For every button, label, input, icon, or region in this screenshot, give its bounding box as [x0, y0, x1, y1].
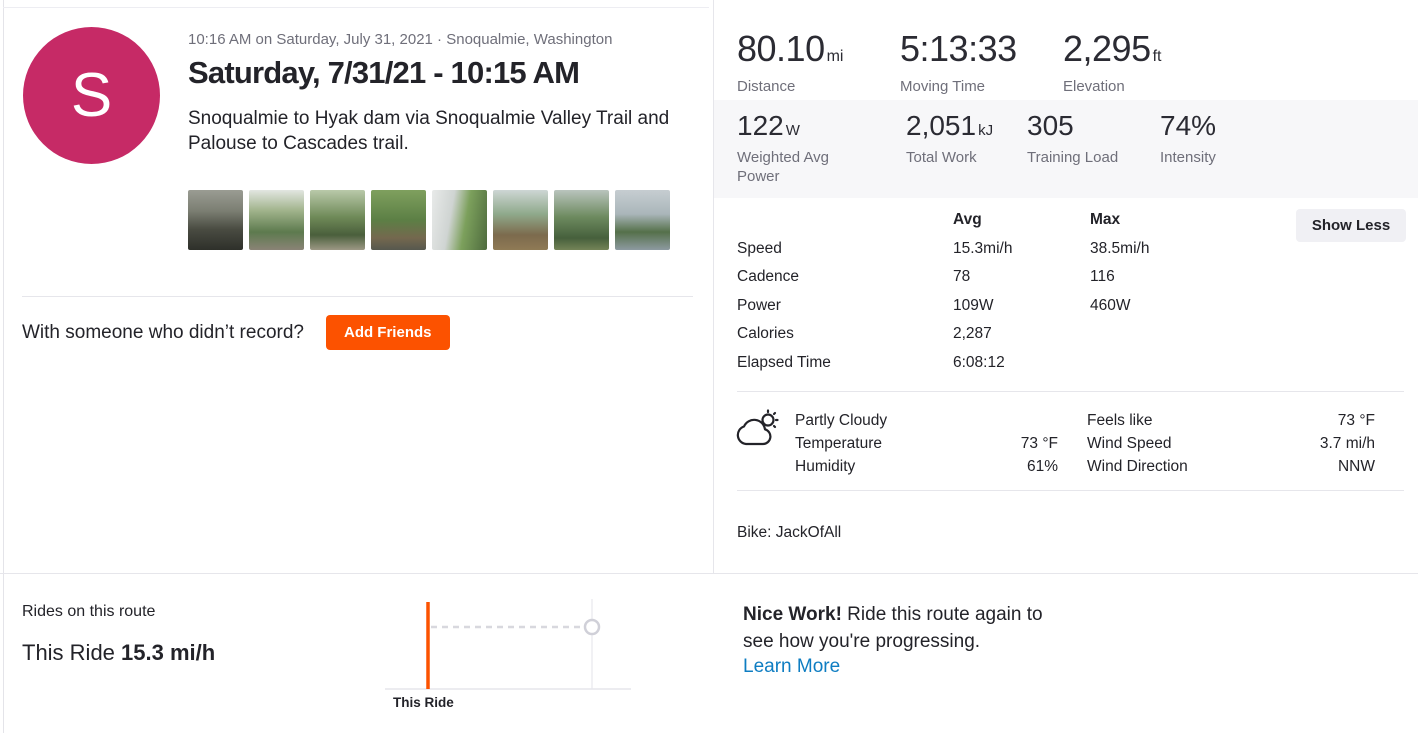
activity-photo[interactable]	[493, 190, 548, 250]
rides-on-route-chart	[385, 597, 637, 698]
elevation-value: 2,295	[1063, 28, 1151, 69]
card-top-border	[3, 7, 709, 8]
wap-label: Weighted Avg Power	[737, 149, 830, 185]
weather-value: 73 °F	[1020, 435, 1058, 452]
total-work-unit: kJ	[978, 122, 994, 139]
weather-value: 73 °F	[1337, 412, 1375, 429]
page-left-border	[3, 0, 4, 733]
row-avg: 78	[953, 268, 971, 285]
column-divider	[713, 0, 714, 573]
row-label: Calories	[737, 325, 794, 342]
activity-description: Snoqualmie to Hyak dam via Snoqualmie Va…	[188, 108, 670, 154]
learn-more-link[interactable]: Learn More	[743, 656, 841, 677]
partly-cloudy-icon	[735, 408, 781, 455]
chart-x-axis-label: This Ride	[393, 695, 454, 710]
row-label: Power	[737, 297, 781, 314]
weather-label: Temperature	[795, 435, 883, 452]
stat-weighted-avg-power: 122 W Weighted Avg Power	[737, 110, 852, 186]
activity-photo[interactable]	[432, 190, 487, 250]
weather-value: NNW	[1337, 458, 1375, 475]
nice-work-message: Nice Work! Ride this route again to see …	[743, 601, 1055, 655]
intensity-value: 74%	[1160, 110, 1217, 141]
elevation-unit: ft	[1152, 48, 1162, 65]
row-avg: 6:08:12	[953, 354, 1005, 371]
weather-label: Wind Direction	[1087, 458, 1188, 475]
this-ride-label: This Ride	[22, 640, 122, 665]
activity-timestamp: 10:16 AM on Saturday, July 31, 2021 · Sn…	[188, 31, 613, 48]
elevation-label: Elevation	[1063, 78, 1125, 95]
row-avg: 2,287	[953, 325, 992, 342]
ride-point-marker[interactable]	[583, 618, 601, 636]
row-max: 460W	[1090, 297, 1131, 314]
activity-photo[interactable]	[188, 190, 243, 250]
distance-value: 80.10	[737, 28, 825, 69]
distance-unit: mi	[826, 48, 844, 65]
intensity-label: Intensity	[1160, 149, 1216, 166]
row-label: Cadence	[737, 268, 800, 285]
left-column-divider	[22, 296, 693, 297]
stat-total-work: 2,051 kJ Total Work	[906, 110, 993, 167]
row-max: 116	[1090, 268, 1115, 285]
row-avg: 109W	[953, 297, 994, 314]
weather-value: 3.7 mi/h	[1319, 435, 1375, 452]
stat-distance: 80.10 mi Distance	[737, 28, 900, 95]
avg-column-header: Avg	[953, 211, 982, 228]
athlete-avatar[interactable]: S	[23, 27, 160, 164]
primary-stats: 80.10 mi Distance 5:13:33 Moving Time 2,2…	[737, 28, 1226, 95]
max-column-header: Max	[1090, 211, 1121, 228]
row-avg: 15.3mi/h	[953, 240, 1013, 257]
activity-photo[interactable]	[615, 190, 670, 250]
training-load-label: Training Load	[1027, 149, 1119, 166]
activity-photo[interactable]	[371, 190, 426, 250]
row-label: Elapsed Time	[737, 354, 831, 371]
weather-right-column: Feels like 73 °F Wind Speed 3.7 mi/h Wind …	[1087, 409, 1375, 478]
weather-value: 61%	[1026, 458, 1058, 475]
wap-value: 122	[737, 110, 784, 141]
rides-on-route-heading: Rides on this route	[22, 603, 156, 620]
total-work-label: Total Work	[906, 149, 977, 166]
activity-photo[interactable]	[249, 190, 304, 250]
moving-time-label: Moving Time	[900, 78, 986, 95]
photo-strip	[188, 190, 670, 250]
nice-work-bold: Nice Work!	[743, 604, 842, 625]
show-less-button[interactable]: Show Less	[1296, 209, 1406, 242]
distance-label: Distance	[737, 78, 796, 95]
weather-condition: Partly Cloudy	[795, 412, 888, 429]
activity-photo[interactable]	[554, 190, 609, 250]
training-load-value: 305	[1027, 110, 1074, 141]
weather-label: Humidity	[795, 458, 856, 475]
this-ride-value: 15.3 mi/h	[121, 640, 216, 665]
bike-info: Bike: JackOfAll	[737, 524, 842, 541]
weather-divider-bottom	[737, 490, 1404, 491]
wap-unit: W	[785, 122, 800, 139]
row-max: 38.5mi/h	[1090, 240, 1150, 257]
moving-time-value: 5:13:33	[900, 28, 1017, 69]
activity-title: Saturday, 7/31/21 - 10:15 AM	[188, 55, 580, 90]
power-stats-band	[714, 100, 1418, 198]
weather-label: Wind Speed	[1087, 435, 1172, 452]
add-friends-row: With someone who didn’t record? Add Frie…	[22, 315, 450, 350]
weather-left-column: Partly Cloudy Temperature 73 °F Humidity 6…	[795, 409, 1058, 478]
stat-intensity: 74% Intensity	[1160, 110, 1216, 167]
add-friends-prompt: With someone who didn’t record?	[22, 321, 304, 343]
this-ride-summary: This Ride 15.3 mi/h	[22, 640, 215, 666]
add-friends-button[interactable]: Add Friends	[325, 315, 450, 350]
total-work-value: 2,051	[906, 110, 977, 141]
nice-work-text: Ride this route again to see how you're …	[743, 604, 1043, 652]
section-divider	[0, 573, 1418, 574]
stat-training-load: 305 Training Load	[1027, 110, 1118, 167]
activity-photo[interactable]	[310, 190, 365, 250]
weather-label: Feels like	[1087, 412, 1153, 429]
row-label: Speed	[737, 240, 782, 257]
weather-divider-top	[737, 391, 1404, 392]
stat-moving-time: 5:13:33 Moving Time	[900, 28, 1063, 95]
stat-elevation: 2,295 ft Elevation	[1063, 28, 1226, 95]
